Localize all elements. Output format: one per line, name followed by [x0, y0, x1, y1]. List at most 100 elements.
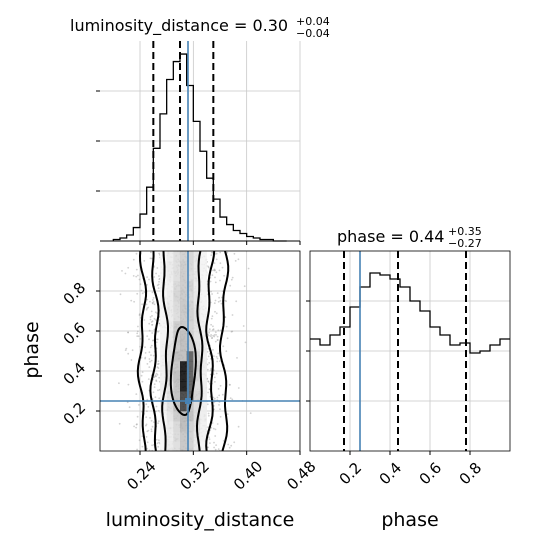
density-cell — [180, 281, 187, 292]
density-cell — [186, 251, 194, 262]
density-cell — [166, 271, 174, 282]
sample-point — [237, 387, 240, 389]
sample-point — [135, 268, 138, 271]
density-cell — [160, 331, 167, 342]
sample-point — [155, 438, 158, 441]
sample-point — [207, 266, 210, 269]
density-cell — [200, 411, 207, 422]
density-cell — [186, 411, 194, 422]
sample-point — [235, 300, 238, 303]
density-cell — [180, 421, 187, 432]
sample-point — [207, 355, 210, 358]
marginal-phase: 0.2 0.4 0.6 0.8 — [306, 250, 511, 489]
density-cell — [186, 391, 194, 402]
sample-point — [154, 375, 157, 378]
sample-point — [211, 337, 213, 339]
density-cell — [193, 371, 201, 382]
density-cell — [200, 391, 207, 402]
density-cell — [166, 401, 174, 412]
sample-point — [118, 382, 120, 385]
sample-point — [138, 439, 141, 442]
marginal-luminosity-distance — [96, 41, 301, 245]
right-xtick-label-2: 0.6 — [416, 459, 446, 489]
sample-point — [231, 398, 234, 401]
sample-point — [243, 285, 246, 288]
sample-point — [138, 404, 140, 406]
density-cell — [193, 401, 201, 412]
density-cell — [166, 421, 174, 432]
sample-point — [215, 444, 218, 446]
sample-point — [143, 260, 146, 262]
sample-point — [157, 420, 160, 423]
sample-point — [222, 345, 225, 348]
density-cell — [186, 311, 194, 322]
sample-point — [152, 301, 155, 303]
sample-point — [135, 275, 138, 278]
sample-point — [216, 396, 219, 399]
density-cell — [173, 271, 181, 282]
density-cell — [160, 431, 167, 442]
density-cell — [166, 331, 174, 342]
sample-point — [214, 435, 217, 437]
density-cell — [186, 341, 194, 352]
sample-point — [212, 325, 214, 328]
sample-point — [219, 262, 222, 265]
sample-point — [153, 383, 156, 386]
right-histogram — [310, 272, 510, 354]
sample-point — [144, 346, 146, 349]
sample-point — [150, 321, 153, 323]
sample-point — [144, 352, 147, 354]
sample-point — [136, 335, 139, 337]
density-cell — [200, 441, 207, 451]
sample-point — [225, 325, 228, 328]
sample-point — [144, 356, 147, 359]
sample-point — [215, 258, 218, 261]
sample-point — [217, 329, 220, 332]
sample-point — [207, 381, 210, 383]
density-cell — [160, 351, 167, 362]
sample-point — [149, 316, 152, 318]
density-cell — [160, 321, 167, 332]
density-cell — [200, 281, 207, 292]
density-cell — [160, 261, 167, 272]
sample-point — [151, 323, 154, 326]
density-cell — [166, 341, 174, 352]
sample-point — [215, 355, 218, 358]
sample-point — [217, 388, 220, 390]
density-cell — [186, 431, 194, 442]
density-cell — [166, 431, 174, 442]
sample-point — [242, 325, 245, 327]
density-cell — [200, 431, 207, 442]
joint-xtick-label-2: 0.40 — [230, 457, 266, 493]
sample-point — [158, 322, 161, 325]
right-xtick-label-1: 0.4 — [376, 459, 406, 489]
sample-point — [152, 299, 154, 301]
sample-point — [208, 438, 211, 441]
sample-point — [140, 289, 143, 292]
sample-point — [146, 398, 149, 401]
sample-point — [153, 376, 156, 379]
sample-point — [146, 283, 148, 286]
sample-point — [219, 329, 222, 332]
sample-point — [154, 374, 157, 376]
sample-point — [216, 360, 219, 363]
joint-ytick-label-3: 0.8 — [60, 279, 90, 309]
sample-point — [222, 440, 225, 442]
sample-point — [150, 257, 153, 260]
sample-point — [146, 363, 149, 365]
sample-point — [218, 269, 221, 272]
sample-point — [214, 340, 217, 343]
sample-point — [118, 422, 121, 425]
density-cell — [180, 431, 187, 442]
density-cell — [166, 441, 174, 451]
sample-point — [231, 314, 234, 316]
sample-point — [221, 290, 224, 293]
density-cell — [186, 441, 194, 451]
density-cell — [186, 281, 194, 292]
sample-point — [213, 335, 216, 338]
density-cell — [193, 291, 201, 302]
sample-point — [215, 252, 218, 255]
right-xtick-label-0: 0.2 — [336, 459, 366, 489]
sample-point — [210, 323, 213, 326]
density-cell — [180, 271, 187, 282]
